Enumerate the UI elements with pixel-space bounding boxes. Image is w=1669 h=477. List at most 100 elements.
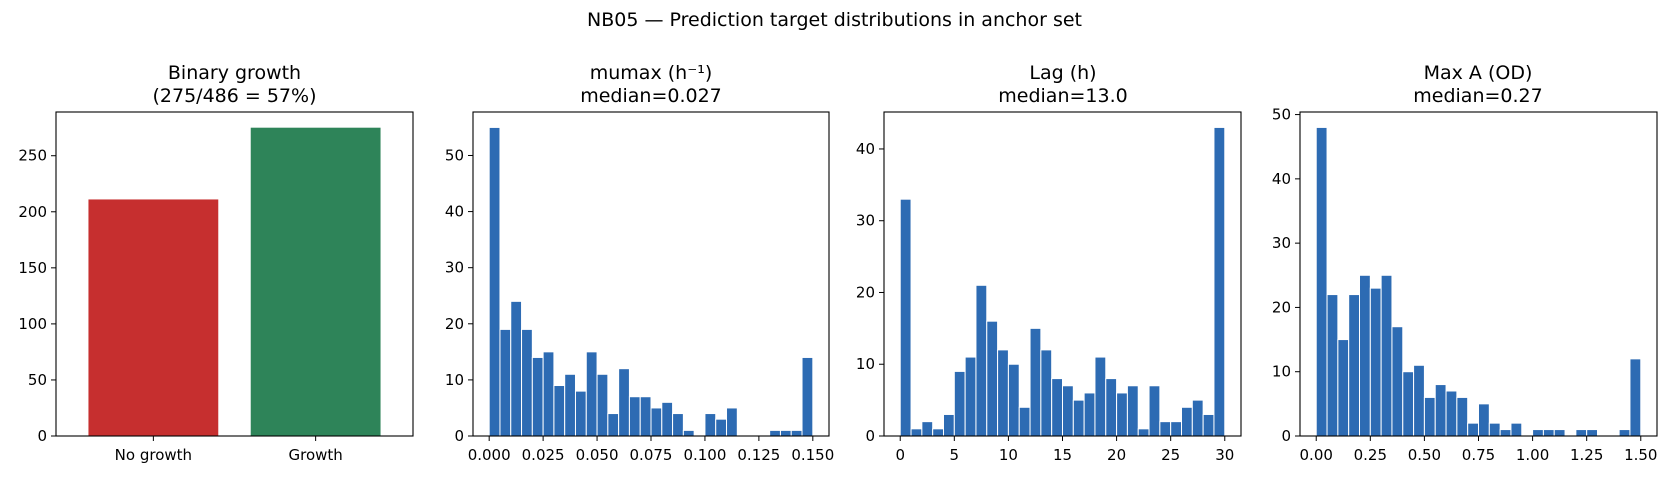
y-tick-label: 0 (865, 427, 875, 445)
histogram-bar (1542, 429, 1555, 437)
y-tick-label: 250 (18, 147, 47, 165)
plot-area: 0 10 20 30 40 50 0.00 0.25 0.50 0.75 1.00 1.25 1.50 (1272, 106, 1658, 464)
y-tick-label: 40 (445, 203, 464, 221)
histogram-bar (986, 320, 999, 437)
x-tick-label: 0.025 (522, 446, 565, 464)
x-tick-label: No growth (115, 446, 192, 464)
y-tick-label: 100 (18, 315, 47, 333)
histogram-bar (1380, 274, 1393, 437)
x-tick-label: 5 (950, 446, 960, 464)
y-tick-label: 0 (37, 427, 47, 445)
histogram-bar (682, 429, 695, 437)
histogram-bar (1191, 399, 1204, 437)
histogram-bar (672, 413, 684, 437)
panel-subtitle: median=13.0 (998, 85, 1127, 107)
histogram-bar (964, 356, 977, 437)
histogram-bar (790, 429, 803, 437)
histogram-bar (661, 401, 674, 437)
y-tick-label: 50 (1272, 106, 1291, 124)
panel-max-a: Max A (OD) median=0.27 0 10 20 30 40 50 0.00 0.… (1272, 62, 1658, 464)
histogram-bar (779, 429, 792, 437)
histogram-bar (1170, 421, 1182, 437)
histogram-bar (553, 385, 566, 437)
histogram-bar (943, 413, 955, 437)
histogram-bar (1116, 392, 1128, 437)
x-tick-label: 0.100 (683, 446, 726, 464)
histogram-bar (1072, 399, 1085, 437)
histogram-bar (1478, 403, 1490, 437)
panel-subtitle: median=0.027 (580, 85, 722, 107)
x-tick-label: 1.25 (1570, 446, 1603, 464)
histogram-bar (1532, 429, 1544, 437)
histogram-bar (910, 428, 923, 437)
x-tick-label: 0.00 (1300, 446, 1333, 464)
histogram-bar (1062, 385, 1074, 437)
y-tick-label: 10 (856, 355, 875, 373)
y-tick-label: 0 (454, 427, 464, 445)
histogram-bar (1434, 384, 1447, 437)
histogram-bar (769, 429, 781, 437)
histogram-bar (1456, 396, 1469, 437)
y-tick-label: 0 (1281, 427, 1291, 445)
x-tick-label: 0 (895, 446, 905, 464)
y-tick-label: 20 (856, 283, 875, 301)
histogram-bar (1423, 396, 1436, 437)
histogram-bar (1181, 406, 1193, 437)
histogram-bar (488, 126, 501, 437)
panel-subtitle: (275/486 = 57%) (153, 85, 317, 107)
histogram-bar (704, 413, 717, 437)
plot-area: 0 10 20 30 40 0 5 10 15 20 25 30 (856, 126, 1234, 464)
histogram-bar (499, 328, 512, 437)
x-tick-label: 0.25 (1354, 446, 1387, 464)
histogram-bar (639, 396, 652, 437)
histogram-bar (899, 198, 912, 437)
histogram-bar (1413, 364, 1425, 437)
bar (88, 199, 219, 436)
histogram-bar (596, 373, 609, 437)
histogram-bar (1159, 421, 1172, 437)
histogram-bar (1359, 274, 1371, 437)
histogram-bar (1007, 363, 1020, 437)
axes-frame (1299, 111, 1658, 437)
histogram-bar (1488, 422, 1501, 437)
x-tick-label: 0.050 (576, 446, 619, 464)
panel-title: Lag (h) (1029, 62, 1096, 84)
histogram-bar (1029, 327, 1042, 437)
x-tick-label: 1.00 (1516, 446, 1549, 464)
histogram-bar (1510, 422, 1523, 437)
x-tick-label: 20 (1107, 446, 1126, 464)
plot-area: 0 50 100 150 200 250 No growth Growth (18, 127, 381, 464)
x-tick-label: 0.75 (1462, 446, 1495, 464)
histogram-bar (1618, 429, 1631, 437)
histogram-bar (1337, 339, 1350, 437)
x-tick-label: 10 (999, 446, 1018, 464)
x-tick-label: Growth (288, 446, 342, 464)
histogram-bar (932, 428, 945, 437)
histogram-bar (1094, 356, 1107, 437)
histogram-bar (1586, 429, 1598, 437)
panel-title: Binary growth (168, 62, 301, 84)
histogram-bar (1499, 429, 1512, 437)
y-tick-label: 50 (28, 371, 47, 389)
y-tick-label: 10 (445, 371, 464, 389)
panel-lag: Lag (h) median=13.0 0 10 20 30 40 0 5 10 15 20 25 3… (856, 62, 1242, 464)
y-tick-label: 150 (18, 259, 47, 277)
y-tick-label: 30 (1272, 234, 1291, 252)
histogram-bar (1467, 422, 1479, 437)
plot-area: 0 10 20 30 40 50 0.000 0.025 0.050 0.075 0.100 0.12… (445, 126, 834, 464)
y-tick-label: 30 (856, 212, 875, 230)
histogram-bar (510, 300, 523, 437)
histogram-bar (585, 351, 598, 437)
histogram-bar (1148, 385, 1161, 437)
histogram-bar (1018, 406, 1031, 437)
histogram-bar (997, 349, 1009, 437)
histogram-bar (1051, 378, 1063, 437)
y-tick-label: 50 (445, 146, 464, 164)
histogram-bar (1369, 287, 1382, 437)
histogram-bar (1391, 326, 1404, 437)
histogram-bar (953, 370, 966, 437)
histogram-bar (975, 284, 988, 437)
histogram-bar (628, 396, 641, 437)
y-tick-label: 20 (445, 315, 464, 333)
